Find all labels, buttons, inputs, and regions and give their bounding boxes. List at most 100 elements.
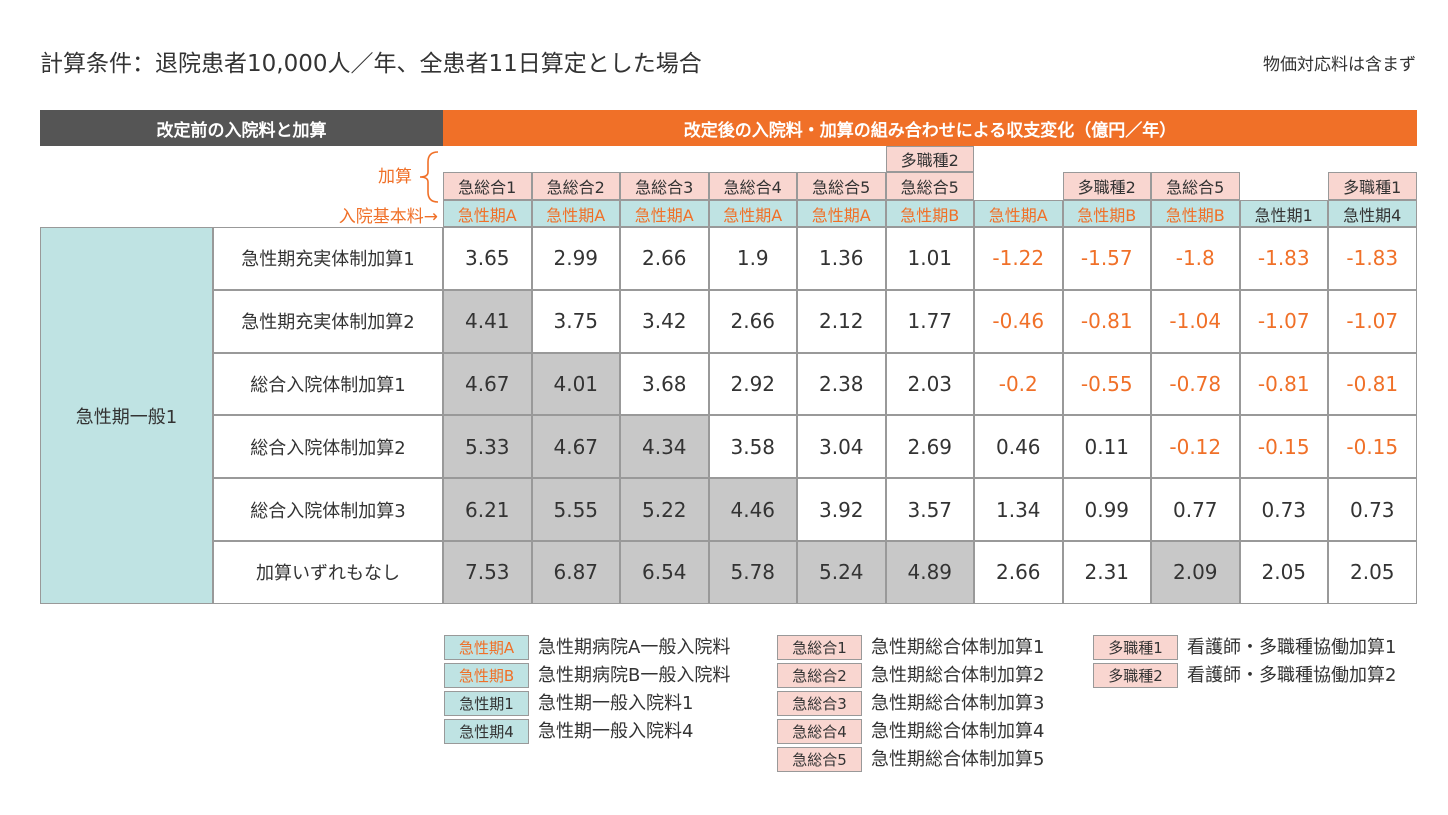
col-header-kasan: 急総合1 [443,172,532,200]
value-cell: 5.78 [708,541,797,604]
value-cell: 1.01 [885,227,974,290]
value-cell: 5.33 [443,415,532,479]
legend-description: 急性期総合体制加算4 [871,721,1045,742]
col-header-top: 多職種2 [885,146,974,172]
value-cell: 2.03 [885,352,974,416]
value-cell: 1.77 [885,289,974,353]
col-header-base: 急性期A [708,200,797,227]
value-cell: 2.66 [974,541,1063,604]
value-cell: 3.75 [531,289,620,353]
legend-code: 急総合1 [777,635,862,660]
col-header-kasan: 急総合5 [1151,172,1240,200]
value-cell: 1.36 [797,227,886,290]
legend-code: 急総合3 [777,691,862,716]
col-header-kasan: 多職種2 [1062,172,1151,200]
value-cell: 5.22 [620,478,709,541]
value-cell: 2.66 [620,227,709,290]
value-cell: -1.07 [1328,289,1417,353]
value-cell: -0.81 [1328,352,1417,416]
col-header-kasan: 急総合5 [797,172,886,200]
row-header: 急性期充実体制加算1 [213,227,443,290]
value-cell: -1.22 [974,227,1063,290]
value-cell: 2.31 [1062,541,1151,604]
after-revision-header: 改定後の入院料・加算の組み合わせによる収支変化（億円／年） [443,110,1417,146]
legend-code: 急性期1 [444,691,529,716]
col-header-base: 急性期A [797,200,886,227]
value-cell: -1.8 [1151,227,1240,290]
value-cell: -0.78 [1151,352,1240,416]
value-cell: 3.65 [443,227,532,290]
row-header: 総合入院体制加算2 [213,415,443,479]
value-cell: 7.53 [443,541,532,604]
value-cell: 4.41 [443,289,532,353]
legend-code: 急総合2 [777,663,862,688]
value-cell: 2.69 [885,415,974,479]
value-cell: 6.87 [531,541,620,604]
col-header-kasan: 急総合3 [620,172,709,200]
value-cell: -1.83 [1328,227,1417,290]
row-header: 総合入院体制加算1 [213,352,443,416]
value-cell: -1.83 [1239,227,1328,290]
value-cell: 4.89 [885,541,974,604]
value-cell: 0.77 [1151,478,1240,541]
brace-icon [419,151,439,203]
col-header-base: 急性期A [531,200,620,227]
legend-description: 看護師・多職種協働加算2 [1187,665,1397,686]
legend-code: 急性期B [444,663,529,688]
kasan-row-label: 加算 [378,167,412,187]
value-cell: 1.34 [974,478,1063,541]
value-cell: -0.46 [974,289,1063,353]
value-cell: 2.99 [531,227,620,290]
legend-code: 多職種2 [1093,663,1178,688]
row-header: 急性期充実体制加算2 [213,289,443,353]
value-cell: 3.68 [620,352,709,416]
value-cell: -0.15 [1239,415,1328,479]
value-cell: 1.9 [708,227,797,290]
value-cell: 6.21 [443,478,532,541]
col-header-base: 急性期B [1151,200,1240,227]
legend-description: 急性期一般入院料4 [538,721,694,742]
base-fee-row-label: 入院基本料→ [338,207,438,227]
legend-description: 急性期総合体制加算2 [871,665,1045,686]
value-cell: 2.12 [797,289,886,353]
value-cell: 3.58 [708,415,797,479]
value-cell: 2.05 [1239,541,1328,604]
page-title: 計算条件：退院患者10,000人／年、全患者11日算定とした場合 [40,51,702,77]
value-cell: 0.73 [1328,478,1417,541]
value-cell: 2.38 [797,352,886,416]
col-header-base: 急性期A [620,200,709,227]
value-cell: 3.42 [620,289,709,353]
legend-description: 急性期総合体制加算1 [871,637,1045,658]
value-cell: -0.15 [1328,415,1417,479]
col-header-base: 急性期B [1062,200,1151,227]
legend-description: 急性期総合体制加算5 [871,749,1045,770]
value-cell: -1.57 [1062,227,1151,290]
col-header-base: 急性期4 [1328,200,1417,227]
value-cell: -0.2 [974,352,1063,416]
value-cell: -0.81 [1062,289,1151,353]
value-cell: 3.92 [797,478,886,541]
value-cell: 4.67 [443,352,532,416]
legend-description: 看護師・多職種協働加算1 [1187,637,1397,658]
legend-code: 急性期4 [444,719,529,744]
value-cell: -1.04 [1151,289,1240,353]
legend-description: 急性期病院B一般入院料 [538,665,731,686]
value-cell: -0.55 [1062,352,1151,416]
legend-description: 急性期一般入院料1 [538,693,694,714]
value-cell: 5.55 [531,478,620,541]
value-cell: 0.11 [1062,415,1151,479]
note-text: 物価対応料は含まず [1263,55,1416,75]
col-header-base: 急性期A [443,200,532,227]
legend-code: 急総合5 [777,747,862,772]
value-cell: -0.12 [1151,415,1240,479]
value-cell: 4.34 [620,415,709,479]
col-header-kasan: 急総合2 [531,172,620,200]
group-label-cell: 急性期一般1 [40,227,213,604]
value-cell: 2.05 [1328,541,1417,604]
value-cell: -1.07 [1239,289,1328,353]
col-header-base: 急性期1 [1239,200,1328,227]
col-header-kasan: 多職種1 [1328,172,1417,200]
legend-description: 急性期総合体制加算3 [871,693,1045,714]
value-cell: 4.01 [531,352,620,416]
row-header: 加算いずれもなし [213,541,443,604]
